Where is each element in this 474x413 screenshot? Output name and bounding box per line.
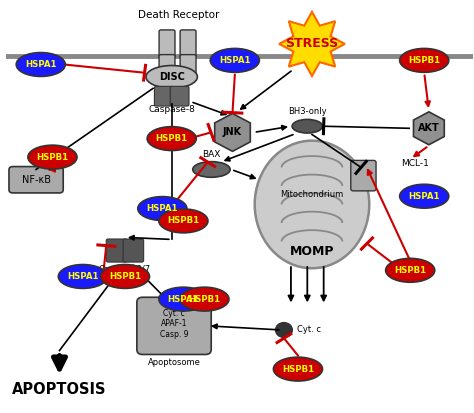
Text: DISC: DISC [159,72,185,82]
Text: APOPTOSIS: APOPTOSIS [12,382,107,397]
Ellipse shape [28,145,77,169]
Ellipse shape [400,48,449,72]
FancyBboxPatch shape [351,160,376,191]
Text: BAX: BAX [202,150,220,159]
Text: HSPA1: HSPA1 [409,192,440,201]
Ellipse shape [147,127,196,150]
FancyBboxPatch shape [137,297,211,354]
Text: HSPA1: HSPA1 [168,294,199,304]
Text: HSPB1: HSPB1 [155,134,188,143]
Text: MCL-1: MCL-1 [401,159,428,168]
FancyBboxPatch shape [180,30,196,58]
Text: BH3-only: BH3-only [288,107,327,116]
FancyBboxPatch shape [170,86,189,106]
Text: HSPA1: HSPA1 [146,204,178,213]
Text: AKT: AKT [418,123,440,133]
Text: Apoptosome: Apoptosome [147,358,201,367]
Ellipse shape [273,357,322,381]
Ellipse shape [138,197,187,221]
Text: HSPA1: HSPA1 [25,60,56,69]
FancyBboxPatch shape [155,86,173,106]
Ellipse shape [292,119,322,133]
Text: Mitochondrium: Mitochondrium [280,190,344,199]
Text: Cyt. c
APAF-1
Casp. 9: Cyt. c APAF-1 Casp. 9 [160,309,188,339]
FancyBboxPatch shape [9,166,63,193]
Text: STRESS: STRESS [285,38,338,50]
Polygon shape [413,112,444,145]
Ellipse shape [210,48,259,72]
Ellipse shape [16,52,65,76]
Circle shape [275,323,292,337]
Ellipse shape [159,209,208,233]
Text: HSPB1: HSPB1 [36,153,69,161]
Text: Caspase-3/7: Caspase-3/7 [99,265,151,274]
Text: HSPB1: HSPB1 [408,56,440,65]
Ellipse shape [193,161,230,177]
Ellipse shape [180,287,229,311]
Ellipse shape [58,265,108,288]
Text: HSPB1: HSPB1 [188,294,220,304]
Polygon shape [279,12,345,76]
Ellipse shape [386,259,435,282]
FancyBboxPatch shape [123,239,144,262]
Ellipse shape [400,184,449,208]
FancyBboxPatch shape [159,55,175,81]
Ellipse shape [100,265,149,288]
Text: HSPB1: HSPB1 [109,272,141,281]
Ellipse shape [146,66,197,88]
Text: HSPB1: HSPB1 [282,365,314,374]
Text: HSPB1: HSPB1 [394,266,426,275]
Text: HSPA1: HSPA1 [219,56,251,65]
Ellipse shape [159,287,208,311]
Text: Death Receptor: Death Receptor [138,10,219,20]
Text: JNK: JNK [223,127,242,138]
Text: HSPB1: HSPB1 [167,216,200,225]
FancyBboxPatch shape [106,239,127,262]
FancyBboxPatch shape [159,30,175,58]
FancyBboxPatch shape [180,55,196,81]
Polygon shape [215,114,250,151]
Text: NF-κB: NF-κB [22,175,51,185]
Ellipse shape [255,141,369,268]
Text: Caspase-8: Caspase-8 [148,105,195,114]
Text: Cyt. c: Cyt. c [297,325,321,335]
Text: MOMP: MOMP [290,245,334,258]
Text: HSPA1: HSPA1 [67,272,99,281]
